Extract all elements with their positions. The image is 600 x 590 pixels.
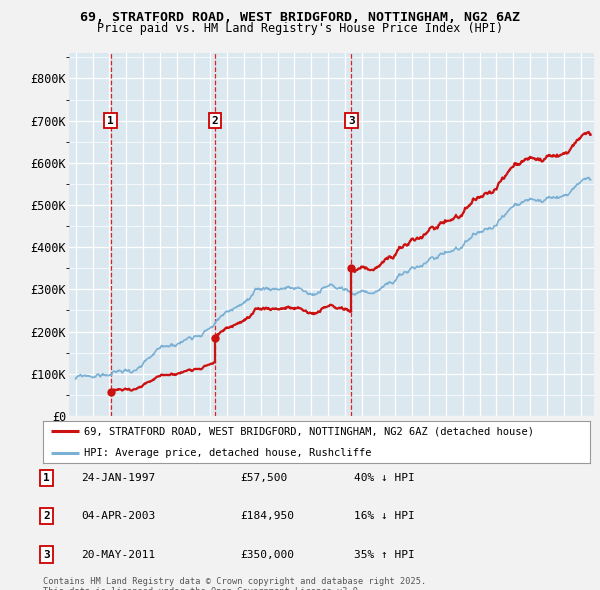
Text: 69, STRATFORD ROAD, WEST BRIDGFORD, NOTTINGHAM, NG2 6AZ (detached house): 69, STRATFORD ROAD, WEST BRIDGFORD, NOTT… [84, 427, 534, 436]
Text: 3: 3 [43, 550, 50, 559]
Text: 20-MAY-2011: 20-MAY-2011 [81, 550, 155, 559]
Text: 16% ↓ HPI: 16% ↓ HPI [354, 512, 415, 521]
Text: 40% ↓ HPI: 40% ↓ HPI [354, 473, 415, 483]
Text: 69, STRATFORD ROAD, WEST BRIDGFORD, NOTTINGHAM, NG2 6AZ: 69, STRATFORD ROAD, WEST BRIDGFORD, NOTT… [80, 11, 520, 24]
Text: 2: 2 [211, 116, 218, 126]
Text: 2: 2 [43, 512, 50, 521]
Text: £350,000: £350,000 [240, 550, 294, 559]
Text: 1: 1 [107, 116, 114, 126]
Text: 1: 1 [43, 473, 50, 483]
Text: 3: 3 [348, 116, 355, 126]
Text: Contains HM Land Registry data © Crown copyright and database right 2025.
This d: Contains HM Land Registry data © Crown c… [43, 577, 427, 590]
Text: 04-APR-2003: 04-APR-2003 [81, 512, 155, 521]
Text: HPI: Average price, detached house, Rushcliffe: HPI: Average price, detached house, Rush… [84, 448, 372, 457]
Text: £184,950: £184,950 [240, 512, 294, 521]
Text: 24-JAN-1997: 24-JAN-1997 [81, 473, 155, 483]
Text: 35% ↑ HPI: 35% ↑ HPI [354, 550, 415, 559]
Text: Price paid vs. HM Land Registry's House Price Index (HPI): Price paid vs. HM Land Registry's House … [97, 22, 503, 35]
Text: £57,500: £57,500 [240, 473, 287, 483]
